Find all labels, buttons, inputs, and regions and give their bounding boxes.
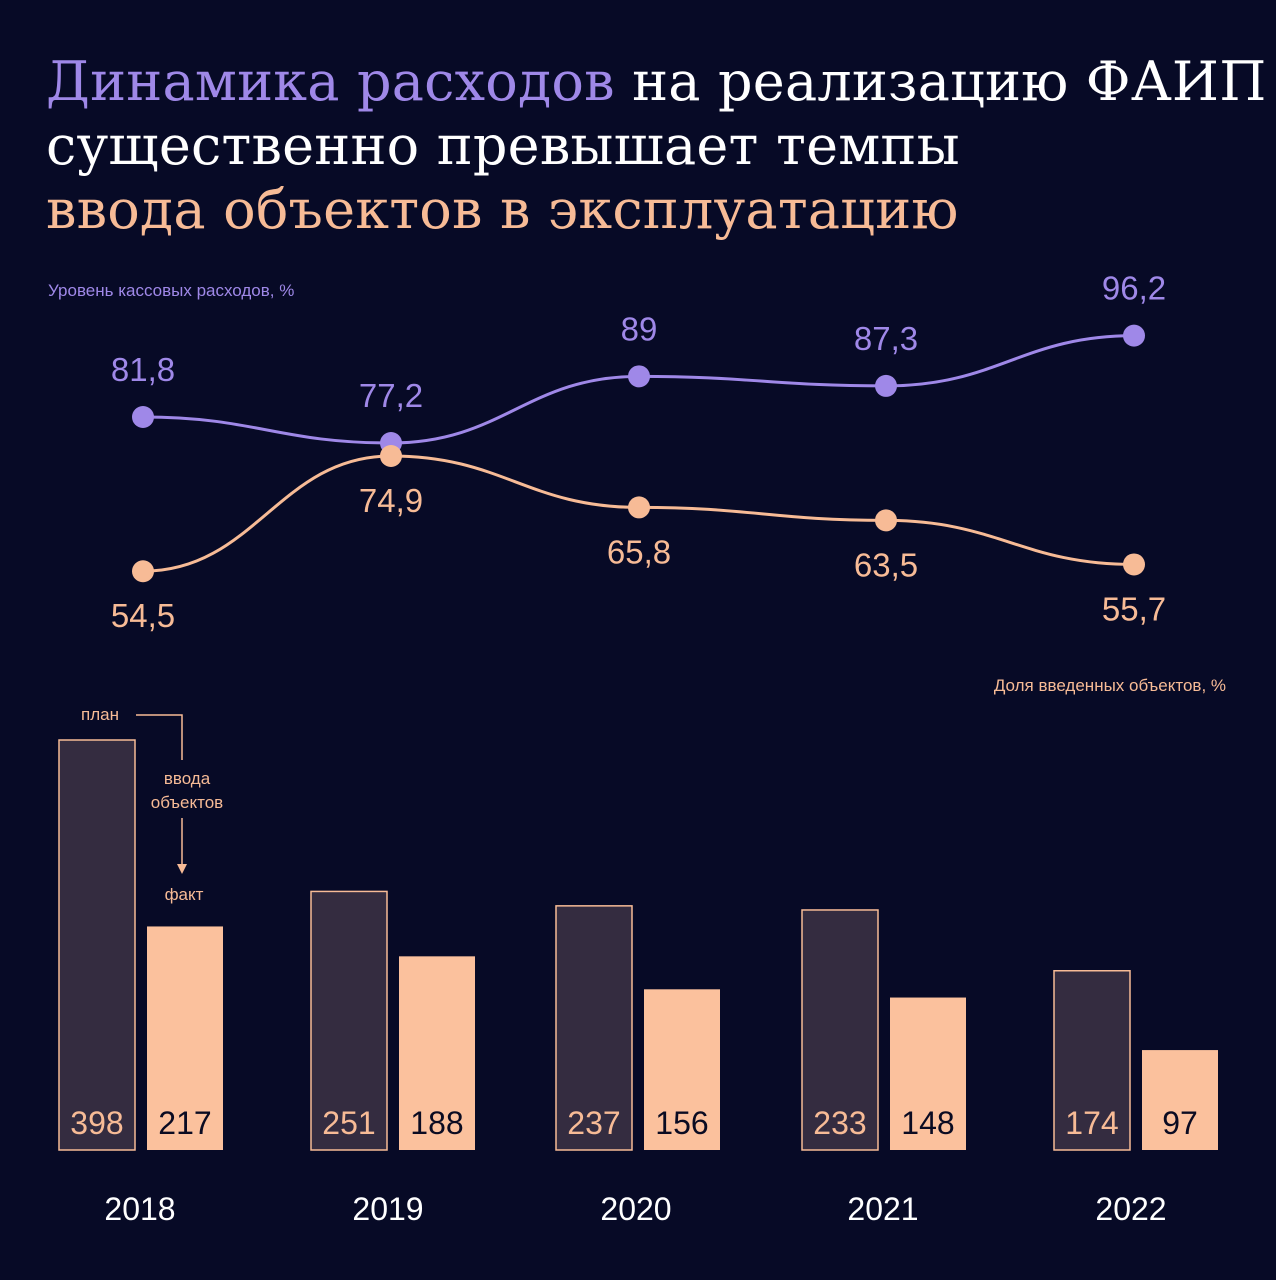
bar-fact-label-2022: 97 <box>1162 1105 1198 1141</box>
bar-plan-label-2018: 398 <box>70 1105 123 1141</box>
point-share-2022 <box>1123 553 1145 576</box>
bar-plan-2022 <box>1053 970 1131 1151</box>
annotation-plan: план <box>81 705 119 724</box>
point-cash-2021 <box>875 374 897 397</box>
bar-plan-2019 <box>310 890 388 1151</box>
label-cash-2022: 96,2 <box>1102 270 1166 307</box>
title-line2: существенно превышает темпы <box>46 114 960 177</box>
year-label-2021: 2021 <box>847 1191 918 1227</box>
bar-fact-label-2021: 148 <box>901 1105 954 1141</box>
legend-commissioned-share: Доля введенных объектов, % <box>994 676 1226 695</box>
bar-plan-label-2022: 174 <box>1065 1105 1118 1141</box>
bar-fact-2021 <box>890 997 966 1150</box>
point-share-2018 <box>132 560 154 583</box>
year-label-2022: 2022 <box>1095 1191 1166 1227</box>
point-share-2021 <box>875 509 897 532</box>
annotation-arrow-icon <box>177 864 187 874</box>
year-label-2018: 2018 <box>104 1191 175 1227</box>
point-share-2019 <box>380 444 402 467</box>
title-highlight-expenses: Динамика расходов <box>46 50 615 113</box>
bar-plan-label-2019: 251 <box>322 1105 375 1141</box>
label-cash-2019: 77,2 <box>359 377 423 414</box>
bar-fact-2019 <box>399 956 475 1150</box>
annotation-fact: факт <box>165 885 204 904</box>
title-highlight-commissioning: ввода объектов в эксплуатацию <box>46 178 959 241</box>
label-share-2018: 54,5 <box>111 597 175 634</box>
point-cash-2020 <box>628 365 650 388</box>
bar-fact-2018 <box>147 926 223 1150</box>
point-share-2020 <box>628 496 650 519</box>
label-share-2022: 55,7 <box>1102 590 1166 627</box>
year-label-2020: 2020 <box>600 1191 671 1227</box>
bar-plan-2020 <box>555 905 633 1151</box>
year-label-2019: 2019 <box>352 1191 423 1227</box>
bar-fact-label-2019: 188 <box>410 1105 463 1141</box>
label-share-2020: 65,8 <box>607 533 671 570</box>
bar-plan-2021 <box>801 909 879 1151</box>
label-share-2019: 74,9 <box>359 482 423 519</box>
point-cash-2018 <box>132 406 154 428</box>
bar-plan-label-2021: 233 <box>813 1105 866 1141</box>
line-cash-expenses <box>142 334 1135 445</box>
label-cash-2018: 81,8 <box>111 351 175 388</box>
chart-title: Динамика расходов на реализацию ФАИП суще… <box>46 50 1267 242</box>
annotation-connector-top <box>136 714 183 760</box>
bar-fact-2022 <box>1142 1050 1218 1150</box>
bar-fact-label-2018: 217 <box>158 1105 211 1141</box>
title-line1-rest: на реализацию ФАИП <box>614 50 1267 113</box>
point-cash-2022 <box>1123 324 1145 347</box>
annotation-text-1: ввода <box>164 769 211 788</box>
bar-plan-label-2020: 237 <box>567 1105 620 1141</box>
bar-fact-2020 <box>644 989 720 1150</box>
annotation-text-2: объектов <box>151 793 223 812</box>
bar-fact-label-2020: 156 <box>655 1105 708 1141</box>
bar-plan-2018 <box>58 739 136 1151</box>
plan-fact-annotation: план ввода объектов факт <box>81 705 223 904</box>
legend-cash-expenses: Уровень кассовых расходов, % <box>48 281 294 300</box>
label-cash-2020: 89 <box>621 310 658 347</box>
label-cash-2021: 87,3 <box>854 320 918 357</box>
label-share-2021: 63,5 <box>854 546 918 583</box>
